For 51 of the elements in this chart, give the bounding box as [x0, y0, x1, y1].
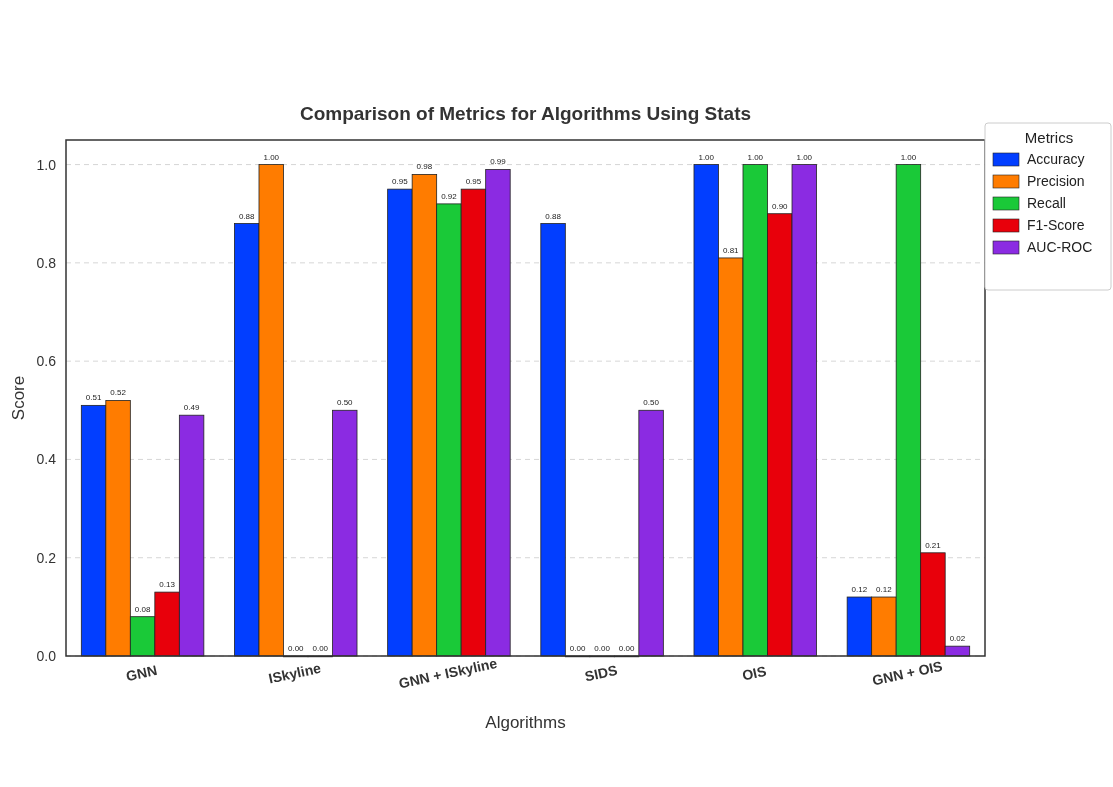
data-label: 0.00: [287, 644, 305, 653]
data-label: 0.12: [876, 585, 893, 595]
legend-title: Metrics: [1024, 129, 1074, 146]
data-label: 0.88: [238, 211, 256, 221]
data-label: 0.90: [771, 201, 789, 211]
data-label: 0.13: [159, 580, 176, 590]
data-label: 1.00: [698, 152, 715, 162]
data-label: 0.52: [110, 388, 127, 398]
data-label: 0.50: [643, 398, 660, 408]
x-tick-label: OIS: [740, 662, 768, 684]
data-label: 1.00: [263, 152, 280, 162]
x-tick-label: GNN + OIS: [870, 657, 944, 689]
data-label: 0.00: [569, 644, 586, 653]
data-label: 0.98: [416, 162, 433, 172]
y-tick-label: 0.6: [36, 353, 57, 370]
legend-label: Accuracy: [1027, 151, 1085, 167]
x-tick-label: GNN + ISkyline: [397, 654, 499, 692]
y-axis-title: Score: [9, 375, 28, 421]
data-label: 0.99: [490, 157, 507, 167]
data-label: 0.50: [336, 398, 354, 408]
chart-title: Comparison of Metrics for Algorithms Using Stats: [299, 103, 752, 124]
legend-label: Precision: [1027, 173, 1085, 189]
y-tick-label: 1.0: [36, 156, 57, 173]
legend-label: AUC-ROC: [1027, 239, 1093, 255]
data-label: 0.51: [85, 393, 102, 403]
x-tick-label: GNN: [124, 662, 159, 685]
data-label: 0.12: [851, 585, 868, 595]
data-label: 0.02: [949, 634, 966, 644]
data-label: 0.88: [545, 211, 562, 221]
legend-label: F1-Score: [1027, 217, 1085, 233]
y-tick-label: 0.4: [36, 451, 57, 468]
data-label: 0.95: [465, 177, 482, 187]
data-label: 1.00: [747, 152, 764, 162]
y-tick-label: 0.2: [36, 549, 57, 566]
data-label: 0.92: [441, 191, 458, 201]
data-label: 0.08: [134, 604, 151, 614]
x-tick-label: ISkyline: [267, 659, 323, 687]
data-label: 0.49: [183, 403, 200, 413]
data-label: 1.00: [796, 152, 813, 162]
data-label: 0.95: [392, 177, 409, 187]
data-label: 1.00: [900, 152, 917, 162]
data-label: 0.00: [312, 644, 329, 653]
data-label: 0.00: [618, 644, 635, 653]
y-tick-label: 0.8: [36, 254, 57, 271]
x-tick-label: SIDS: [583, 661, 619, 685]
data-label: 0.00: [594, 644, 611, 653]
x-axis-title: Algorithms: [485, 713, 566, 732]
legend-label: Recall: [1027, 195, 1066, 211]
data-label: 0.81: [722, 245, 740, 255]
y-tick-label: 0.0: [36, 648, 57, 664]
data-label: 0.21: [925, 540, 942, 550]
